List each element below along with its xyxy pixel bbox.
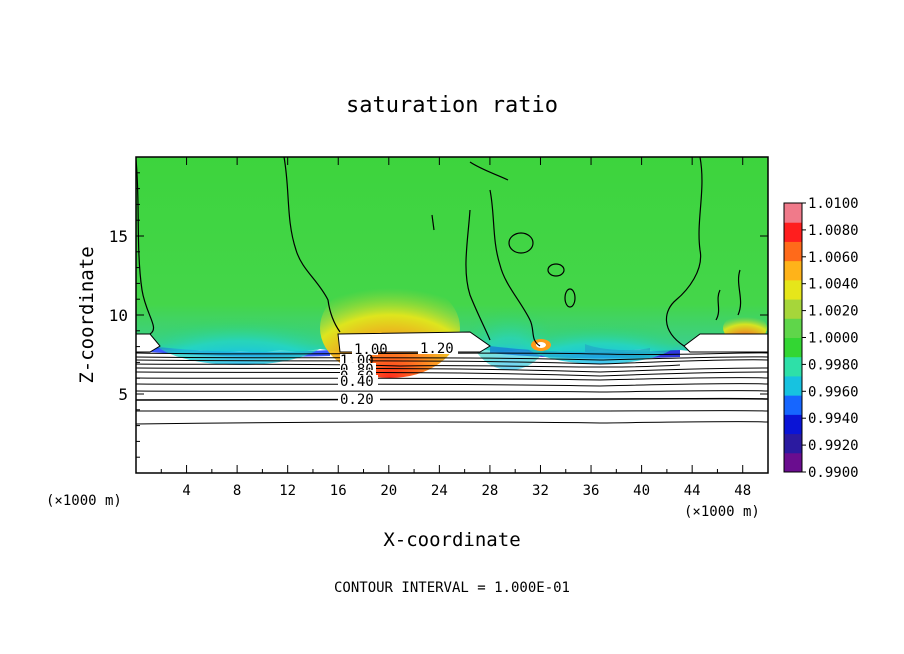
x-tick-label: 4 bbox=[182, 483, 190, 499]
colorbar-swatch bbox=[784, 299, 802, 319]
colorbar-swatch bbox=[784, 356, 802, 377]
plot-area bbox=[136, 157, 768, 473]
contour-lines bbox=[136, 352, 768, 425]
colorbar: 1.0100 1.0080 1.0060 1.0040 1.0020 1.0000 0.99… bbox=[783, 196, 859, 481]
colorbar-label: 0.9960 bbox=[808, 384, 859, 400]
x-tick-label: 36 bbox=[583, 483, 600, 499]
x-axis-label: X-coordinate bbox=[383, 529, 520, 551]
contour-label: 0.40 bbox=[340, 374, 374, 390]
colorbar-swatch bbox=[784, 452, 802, 473]
x-tick-label: 8 bbox=[233, 483, 241, 499]
x-tick-label: 32 bbox=[532, 483, 549, 499]
colorbar-swatch bbox=[784, 279, 802, 300]
colorbar-swatch bbox=[784, 203, 802, 223]
colorbar-swatch bbox=[784, 414, 802, 435]
colorbar-swatch bbox=[784, 241, 802, 262]
colorbar-swatch bbox=[784, 337, 802, 358]
contour-label: 0.20 bbox=[340, 392, 374, 408]
y-tick-label: 5 bbox=[118, 385, 128, 404]
colorbar-swatch bbox=[784, 433, 802, 454]
colorbar-swatch bbox=[784, 222, 802, 242]
colorbar-label: 0.9980 bbox=[808, 357, 859, 373]
colorbar-label: 1.0000 bbox=[808, 331, 859, 347]
x-tick-label: 12 bbox=[279, 483, 296, 499]
colorbar-swatch bbox=[784, 375, 802, 396]
x-unit-left: (×1000 m) bbox=[46, 493, 122, 509]
x-tick-label: 28 bbox=[481, 483, 498, 499]
colorbar-label: 1.0060 bbox=[808, 250, 859, 266]
x-tick-label: 40 bbox=[633, 483, 650, 499]
colorbar-label: 1.0080 bbox=[808, 223, 859, 239]
y-tick-label: 15 bbox=[109, 227, 128, 246]
colorbar-swatch bbox=[784, 395, 802, 415]
y-axis-label: Z-coordinate bbox=[76, 246, 98, 383]
colorbar-label: 1.0040 bbox=[808, 277, 859, 293]
saturation-field bbox=[136, 157, 768, 353]
colorbar-swatch bbox=[784, 318, 802, 338]
contour-interval-text: CONTOUR INTERVAL = 1.000E-01 bbox=[334, 580, 570, 596]
x-unit-right: (×1000 m) bbox=[684, 504, 760, 520]
colorbar-label: 1.0020 bbox=[808, 304, 859, 320]
colorbar-label: 1.0100 bbox=[808, 196, 859, 212]
x-tick-label: 48 bbox=[734, 483, 751, 499]
colorbar-label: 0.9940 bbox=[808, 411, 859, 427]
x-tick-label: 24 bbox=[431, 483, 448, 499]
contour-label: 1.20 bbox=[420, 341, 454, 357]
chart-title: saturation ratio bbox=[346, 93, 558, 118]
y-tick-label: 10 bbox=[109, 306, 128, 325]
x-tick-label: 16 bbox=[330, 483, 347, 499]
x-tick-label: 44 bbox=[684, 483, 701, 499]
x-axis: 4 8 12 16 20 24 28 32 36 40 44 48 bbox=[160, 157, 751, 499]
colorbar-swatch bbox=[784, 260, 802, 281]
y-axis: 5 10 15 bbox=[109, 172, 768, 458]
x-tick-label: 20 bbox=[380, 483, 397, 499]
contour-label-group: 1.00 1.20 1.00 0.80 0.60 0.40 0.20 bbox=[338, 340, 458, 408]
colorbar-label: 0.9900 bbox=[808, 465, 859, 481]
colorbar-label: 0.9920 bbox=[808, 438, 859, 454]
